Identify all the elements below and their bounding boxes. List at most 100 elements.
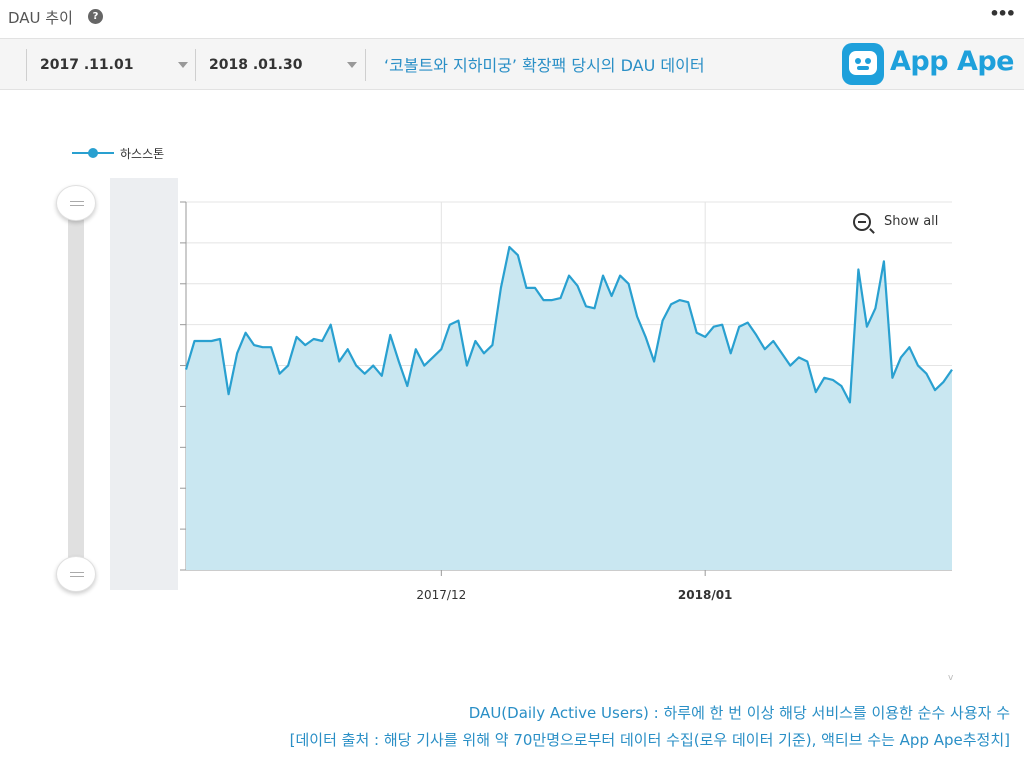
data-point — [900, 356, 902, 358]
data-point — [389, 334, 391, 336]
series-line — [184, 245, 953, 404]
data-point — [747, 321, 749, 323]
data-point — [415, 348, 417, 350]
data-point — [372, 364, 374, 366]
data-point — [500, 287, 502, 289]
toolbar-divider — [365, 49, 366, 81]
data-point — [483, 352, 485, 354]
zoom-out-icon — [853, 213, 871, 231]
data-point — [704, 336, 706, 338]
data-point — [908, 346, 910, 348]
title-bar: DAU 추이 ? ••• — [0, 0, 1024, 36]
data-point — [278, 373, 280, 375]
data-point — [942, 381, 944, 383]
data-point — [381, 375, 383, 377]
data-point — [840, 385, 842, 387]
data-point — [219, 338, 221, 340]
range-slider-top-handle[interactable] — [56, 185, 96, 221]
data-point — [772, 340, 774, 342]
data-point — [491, 344, 493, 346]
data-point — [721, 324, 723, 326]
app-ape-logo: App Ape — [840, 41, 1015, 89]
chevron-down-icon — [178, 62, 188, 68]
data-point — [398, 360, 400, 362]
data-point — [925, 373, 927, 375]
start-date-select[interactable]: 2017 .11.01 — [26, 49, 196, 81]
ape-face-icon — [842, 43, 884, 85]
range-slider-track[interactable] — [68, 205, 84, 575]
logo-text: App Ape — [890, 46, 1015, 77]
data-point — [568, 274, 570, 276]
corner-mark: v — [948, 673, 954, 683]
chevron-down-icon — [347, 62, 357, 68]
series-area — [186, 247, 952, 570]
data-point — [815, 391, 817, 393]
help-icon[interactable]: ? — [88, 9, 103, 24]
data-point — [730, 352, 732, 354]
data-point — [270, 346, 272, 348]
data-point — [457, 319, 459, 321]
data-point — [295, 336, 297, 338]
show-all-label: Show all — [884, 214, 939, 229]
data-point — [781, 352, 783, 354]
x-tick-label: 2018/01 — [678, 588, 732, 602]
end-date-select[interactable]: 2018 .01.30 — [195, 49, 365, 81]
data-point — [619, 274, 621, 276]
data-point — [364, 373, 366, 375]
data-point — [627, 283, 629, 285]
data-point — [866, 326, 868, 328]
data-point — [934, 389, 936, 391]
data-point — [832, 379, 834, 381]
page-title: DAU 추이 — [8, 9, 73, 27]
data-point — [670, 303, 672, 305]
data-point — [789, 364, 791, 366]
data-point — [542, 299, 544, 301]
data-point — [406, 385, 408, 387]
data-point — [338, 360, 340, 362]
data-point — [713, 326, 715, 328]
data-point — [559, 297, 561, 299]
data-point — [883, 260, 885, 262]
data-point — [849, 401, 851, 403]
legend-label: 하스스톤 — [120, 147, 165, 161]
data-point — [806, 360, 808, 362]
data-point — [253, 344, 255, 346]
data-point — [636, 315, 638, 317]
data-point — [347, 348, 349, 350]
data-point — [525, 287, 527, 289]
chart-subtitle: ‘코볼트와 지하미궁’ 확장팩 당시의 DAU 데이터 — [384, 56, 705, 75]
data-point — [653, 360, 655, 362]
data-point — [661, 319, 663, 321]
end-date-value: 2018 .01.30 — [209, 57, 303, 73]
data-point — [764, 348, 766, 350]
data-point — [193, 340, 195, 342]
data-point — [474, 340, 476, 342]
data-point — [321, 340, 323, 342]
data-point — [244, 332, 246, 334]
data-point — [678, 299, 680, 301]
data-point — [610, 295, 612, 297]
data-point — [585, 305, 587, 307]
data-point — [917, 364, 919, 366]
data-point — [236, 352, 238, 354]
data-point — [857, 268, 859, 270]
legend-dot-marker — [88, 148, 98, 158]
data-point — [593, 307, 595, 309]
data-point — [227, 393, 229, 395]
data-point — [755, 334, 757, 336]
start-date-value: 2017 .11.01 — [40, 57, 134, 73]
footer-note-source: [데이터 출처 : 해당 기사를 위해 약 70만명으로부터 데이터 수집(로우… — [289, 731, 1010, 749]
footer-note-dau: DAU(Daily Active Users) : 하루에 한 번 이상 해당 … — [468, 704, 1010, 722]
data-point — [449, 324, 451, 326]
more-options-icon[interactable]: ••• — [989, 4, 1016, 23]
data-point — [508, 246, 510, 248]
data-point — [891, 377, 893, 379]
data-point — [517, 254, 519, 256]
data-point — [576, 285, 578, 287]
data-point — [798, 356, 800, 358]
data-point — [951, 368, 953, 370]
data-point — [696, 332, 698, 334]
out-of-range-shade — [110, 178, 178, 590]
data-point — [823, 377, 825, 379]
range-slider-bottom-handle[interactable] — [56, 556, 96, 592]
